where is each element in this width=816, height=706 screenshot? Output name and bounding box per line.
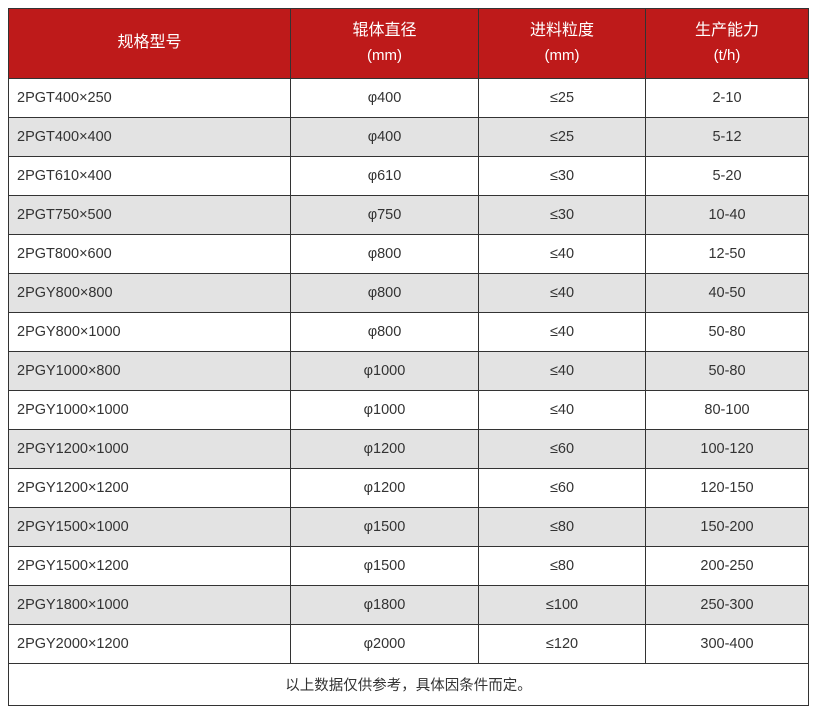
table-footer: 以上数据仅供参考，具体因条件而定。 [8,663,809,706]
cell-feed-size: ≤40 [478,234,646,274]
cell-roller-diameter: φ1800 [290,585,479,625]
cell-capacity: 40-50 [645,273,809,313]
column-header-model: 规格型号 [8,8,291,79]
cell-capacity: 100-120 [645,429,809,469]
table-row: 2PGY1200×1000 φ1200 ≤60 100-120 [8,429,809,469]
cell-feed-size: ≤30 [478,156,646,196]
cell-model: 2PGT400×250 [8,78,291,118]
header-row: 规格型号 辊体直径 (mm) 进料粒度 (mm) 生产能力 (t/h) [8,8,809,79]
table-row: 2PGY1200×1200 φ1200 ≤60 120-150 [8,468,809,508]
cell-roller-diameter: φ800 [290,312,479,352]
cell-capacity: 5-12 [645,117,809,157]
cell-capacity: 120-150 [645,468,809,508]
cell-feed-size: ≤40 [478,351,646,391]
cell-model: 2PGY1500×1000 [8,507,291,547]
cell-feed-size: ≤40 [478,390,646,430]
cell-model: 2PGY1500×1200 [8,546,291,586]
cell-capacity: 5-20 [645,156,809,196]
cell-feed-size: ≤25 [478,117,646,157]
table-row: 2PGT610×400 φ610 ≤30 5-20 [8,156,809,196]
cell-feed-size: ≤100 [478,585,646,625]
table-header: 规格型号 辊体直径 (mm) 进料粒度 (mm) 生产能力 (t/h) [8,8,809,79]
cell-roller-diameter: φ610 [290,156,479,196]
cell-feed-size: ≤30 [478,195,646,235]
cell-roller-diameter: φ800 [290,234,479,274]
column-header-capacity-unit: (t/h) [713,47,741,65]
cell-capacity: 200-250 [645,546,809,586]
cell-model: 2PGY800×800 [8,273,291,313]
cell-model: 2PGT800×600 [8,234,291,274]
footer-note: 以上数据仅供参考，具体因条件而定。 [8,663,809,706]
cell-model: 2PGY1000×800 [8,351,291,391]
cell-roller-diameter: φ1500 [290,546,479,586]
spec-table-container: 规格型号 辊体直径 (mm) 进料粒度 (mm) 生产能力 (t/h) 2PGT… [8,8,809,706]
table-row: 2PGT800×600 φ800 ≤40 12-50 [8,234,809,274]
cell-model: 2PGT750×500 [8,195,291,235]
table-row: 2PGY1000×1000 φ1000 ≤40 80-100 [8,390,809,430]
table-row: 2PGT750×500 φ750 ≤30 10-40 [8,195,809,235]
cell-model: 2PGY1000×1000 [8,390,291,430]
table-row: 2PGY1800×1000 φ1800 ≤100 250-300 [8,585,809,625]
footer-row: 以上数据仅供参考，具体因条件而定。 [8,663,809,706]
table-row: 2PGT400×250 φ400 ≤25 2-10 [8,78,809,118]
column-header-capacity-title: 生产能力 [694,22,759,40]
column-header-feed-size: 进料粒度 (mm) [478,8,646,79]
column-header-capacity: 生产能力 (t/h) [645,8,809,79]
cell-model: 2PGY800×1000 [8,312,291,352]
column-header-roller-diameter: 辊体直径 (mm) [290,8,479,79]
table-row: 2PGT400×400 φ400 ≤25 5-12 [8,117,809,157]
table-row: 2PGY2000×1200 φ2000 ≤120 300-400 [8,624,809,664]
cell-feed-size: ≤80 [478,546,646,586]
cell-model: 2PGY1200×1000 [8,429,291,469]
cell-feed-size: ≤80 [478,507,646,547]
cell-capacity: 50-80 [645,351,809,391]
cell-capacity: 300-400 [645,624,809,664]
cell-model: 2PGT400×400 [8,117,291,157]
cell-capacity: 50-80 [645,312,809,352]
column-header-feed-size-title: 进料粒度 [529,22,594,40]
cell-capacity: 10-40 [645,195,809,235]
column-header-roller-diameter-title: 辊体直径 [352,22,417,40]
cell-feed-size: ≤60 [478,468,646,508]
cell-roller-diameter: φ400 [290,117,479,157]
cell-feed-size: ≤120 [478,624,646,664]
table-row: 2PGY1500×1000 φ1500 ≤80 150-200 [8,507,809,547]
cell-roller-diameter: φ1500 [290,507,479,547]
cell-capacity: 80-100 [645,390,809,430]
cell-roller-diameter: φ400 [290,78,479,118]
cell-feed-size: ≤60 [478,429,646,469]
cell-capacity: 250-300 [645,585,809,625]
cell-roller-diameter: φ750 [290,195,479,235]
cell-feed-size: ≤40 [478,312,646,352]
cell-roller-diameter: φ2000 [290,624,479,664]
cell-capacity: 2-10 [645,78,809,118]
cell-roller-diameter: φ800 [290,273,479,313]
cell-roller-diameter: φ1000 [290,390,479,430]
cell-model: 2PGY2000×1200 [8,624,291,664]
table-row: 2PGY1000×800 φ1000 ≤40 50-80 [8,351,809,391]
cell-model: 2PGY1200×1200 [8,468,291,508]
cell-capacity: 12-50 [645,234,809,274]
cell-feed-size: ≤40 [478,273,646,313]
cell-feed-size: ≤25 [478,78,646,118]
table-body: 2PGT400×250 φ400 ≤25 2-10 2PGT400×400 φ400 ≤25… [8,78,809,664]
table-row: 2PGY800×800 φ800 ≤40 40-50 [8,273,809,313]
specification-table: 规格型号 辊体直径 (mm) 进料粒度 (mm) 生产能力 (t/h) 2PGT… [8,8,809,706]
cell-roller-diameter: φ1200 [290,468,479,508]
table-row: 2PGY1500×1200 φ1500 ≤80 200-250 [8,546,809,586]
cell-model: 2PGT610×400 [8,156,291,196]
table-row: 2PGY800×1000 φ800 ≤40 50-80 [8,312,809,352]
column-header-feed-size-unit: (mm) [544,47,580,65]
column-header-model-title: 规格型号 [117,34,182,52]
column-header-roller-diameter-unit: (mm) [367,47,402,65]
cell-roller-diameter: φ1200 [290,429,479,469]
cell-roller-diameter: φ1000 [290,351,479,391]
cell-model: 2PGY1800×1000 [8,585,291,625]
cell-capacity: 150-200 [645,507,809,547]
